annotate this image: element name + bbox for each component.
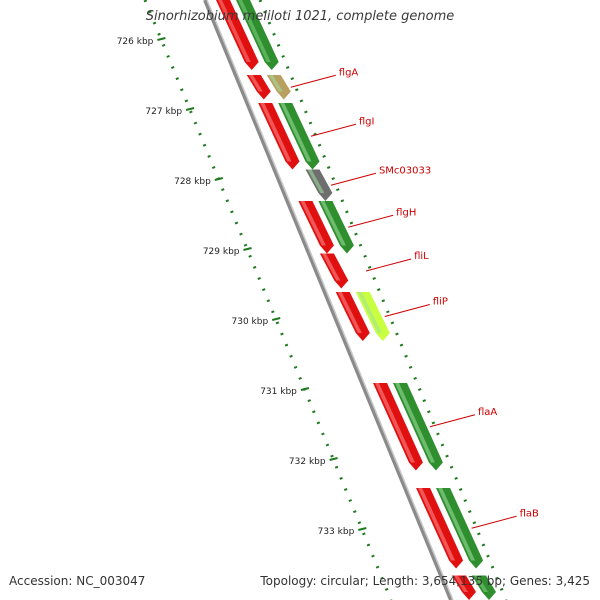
accession-text: Accession: NC_003047 — [9, 574, 146, 588]
callout-line-flil — [365, 258, 412, 272]
gene-arrow-flgi-gloss — [280, 103, 312, 162]
gene-arrow-bottom-green-gloss — [473, 575, 488, 592]
gene-arrow-flip-gloss — [357, 292, 382, 333]
gene-arrow-bottom-red-gloss — [453, 575, 468, 592]
outer-dotted-track — [258, 0, 508, 600]
gene-arrow-flga-gloss — [248, 75, 263, 92]
backbone-line — [203, 0, 453, 600]
scale-ticks: 726 kbp 727 kbp 728 kbp 729 kbp 730 kbp 731 k… — [117, 37, 367, 537]
scale-tick-label: 728 kbp — [174, 177, 211, 187]
gene-label-flip[interactable]: fliP — [433, 297, 448, 308]
backbone-highlight — [206, 0, 454, 600]
gene-arrow-flga-gloss — [268, 75, 283, 92]
gene-label-smc03033[interactable]: SMc03033 — [379, 165, 431, 176]
scale-tick — [243, 247, 252, 251]
gene-arrow-top-green-gloss — [238, 0, 271, 62]
gene-label-flgi[interactable]: flgI — [359, 116, 375, 127]
genome-stats-text: Topology: circular; Length: 3,654,135 bp… — [260, 574, 590, 588]
scale-tick-label: 732 kbp — [289, 457, 326, 467]
inner-dotted-track — [143, 0, 393, 600]
feature-labels: flgA flgI SMc03033 flgH fliL fliP flaA flaB — [290, 67, 539, 529]
scale-tick-label: 730 kbp — [232, 317, 269, 327]
gene-arrow-flgh-gloss — [300, 201, 326, 246]
scale-tick — [185, 107, 195, 111]
scale-tick — [271, 317, 281, 321]
gene-label-flga[interactable]: flgA — [339, 67, 359, 78]
gene-arrow-flgh-gloss — [320, 201, 346, 246]
callout-line-smc03033 — [330, 172, 377, 186]
callout-line-flgi — [310, 123, 356, 137]
callout-line-flga — [290, 74, 336, 88]
gene-arrow-flaa-gloss — [395, 383, 435, 463]
map-title: Sinorhizobium meliloti 1021, complete ge… — [145, 9, 455, 24]
scale-tick — [329, 457, 338, 461]
gene-arrow-flil-gloss — [321, 253, 341, 281]
scale-tick — [214, 177, 224, 181]
callout-line-flab — [471, 515, 517, 529]
scale-tick-label: 729 kbp — [203, 247, 240, 257]
callout-line-flaa — [429, 414, 476, 428]
scale-tick-label: 726 kbp — [117, 37, 154, 47]
gene-arrow-flip-gloss — [337, 292, 362, 333]
gene-arrow-flab-gloss — [418, 488, 456, 561]
gene-arrow-flaa-gloss — [375, 383, 415, 463]
scale-tick-label: 731 kbp — [260, 387, 297, 397]
backbone-layer — [143, 0, 508, 600]
scale-tick — [358, 527, 367, 531]
gene-label-flab[interactable]: flaB — [520, 508, 539, 519]
gene-arrow-flab-gloss — [438, 488, 476, 561]
scale-tick — [157, 37, 166, 41]
gene-arrow-flgi-gloss — [260, 103, 292, 162]
scale-tick-label: 727 kbp — [145, 107, 182, 117]
callout-line-flip — [384, 304, 430, 317]
gene-label-flgh[interactable]: flgH — [396, 207, 416, 218]
gene-arrow-top-red-gloss — [218, 0, 251, 62]
gene-label-flaa[interactable]: flaA — [478, 407, 497, 418]
gene-label-flil[interactable]: fliL — [414, 251, 429, 262]
features-layer — [216, 0, 496, 600]
scale-tick — [300, 387, 310, 391]
callout-line-flgh — [348, 214, 394, 228]
scale-tick-label: 733 kbp — [318, 527, 355, 537]
gene-arrow-smc03033-gloss — [307, 169, 325, 193]
